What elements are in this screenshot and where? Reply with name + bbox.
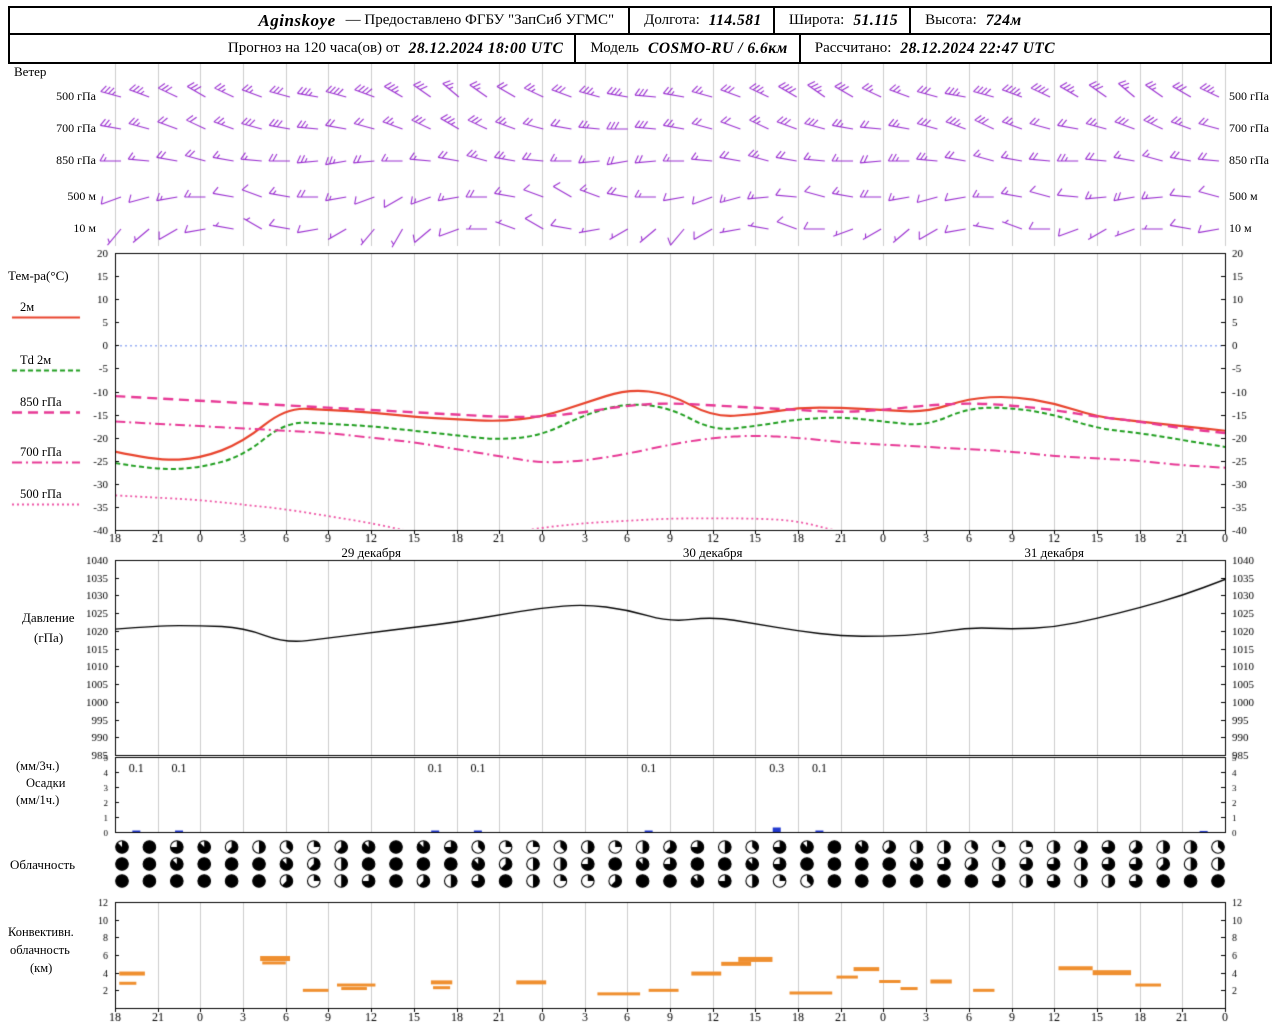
precip-unit-1h-label: (мм/1ч.) xyxy=(16,793,60,807)
convective-title-2: облачность xyxy=(10,943,70,957)
model-label: Модель xyxy=(590,40,639,56)
wind-level-label-left: 500 гПа xyxy=(56,89,96,103)
calc-label: Рассчитано: xyxy=(814,40,892,56)
separator xyxy=(909,7,912,34)
date-label: 30 декабря xyxy=(682,545,743,560)
header-row-1: Aginskoye — Предоставлено ФГБУ "ЗапСиб У… xyxy=(10,7,1270,35)
altitude-label: Высота: xyxy=(925,12,977,28)
separator xyxy=(798,35,801,62)
wind-level-label-right: 10 м xyxy=(1229,221,1252,235)
precip-title: Осадки xyxy=(26,776,66,790)
wind-level-label-right: 500 гПа xyxy=(1229,89,1269,103)
latitude-label: Широта: xyxy=(788,12,845,28)
latitude-value: 51.115 xyxy=(853,11,899,29)
forecast-prefix: Прогноз на 120 часа(ов) от xyxy=(227,40,400,56)
pressure-unit-label: (гПа) xyxy=(34,630,64,645)
temp-legend-label-1: 2м xyxy=(20,300,35,314)
wind-level-label-right: 700 гПа xyxy=(1229,121,1269,135)
header-row-2: Прогноз на 120 часа(ов) от 28.12.2024 18… xyxy=(10,35,1270,62)
convective-title-1: Конвективн. xyxy=(8,925,74,939)
temp-legend-label-4: 700 гПа xyxy=(20,445,62,459)
temp-legend-label-3: 850 гПа xyxy=(20,395,62,409)
convective-unit-label: (км) xyxy=(30,961,53,975)
temp-panel-title: Тем-ра(°C) xyxy=(8,268,69,283)
longitude-label: Долгота: xyxy=(644,12,700,28)
wind-panel-title: Ветер xyxy=(14,64,47,79)
wind-level-label-left: 10 м xyxy=(73,221,96,235)
precip-unit-3h-label: (мм/3ч.) xyxy=(16,759,60,773)
wind-level-label-left: 850 гПа xyxy=(56,153,96,167)
calc-time: 28.12.2024 22:47 UTC xyxy=(900,39,1056,57)
header: Aginskoye — Предоставлено ФГБУ "ЗапСиб У… xyxy=(8,6,1272,64)
forecast-run-time: 28.12.2024 18:00 UTC xyxy=(408,39,564,57)
wind-level-label-right: 500 м xyxy=(1229,189,1258,203)
longitude-value: 114.581 xyxy=(708,11,762,29)
separator xyxy=(628,7,631,34)
model-value: COSMO-RU / 6.6км xyxy=(648,39,788,57)
temp-legend-label-2: Td 2м xyxy=(20,353,52,367)
temp-legend-label-5: 500 гПа xyxy=(20,487,62,501)
altitude-value: 724м xyxy=(985,11,1022,29)
pressure-title: Давление xyxy=(22,610,75,625)
date-label: 29 декабря xyxy=(341,545,401,560)
wind-level-label-left: 500 м xyxy=(67,189,96,203)
station-name: Aginskoye xyxy=(258,10,336,30)
provider-text: — Предоставлено ФГБУ "ЗапСиб УГМС" xyxy=(345,12,615,28)
date-label: 31 декабря xyxy=(1024,545,1085,560)
wind-level-label-right: 850 гПа xyxy=(1229,153,1269,167)
separator xyxy=(772,7,775,34)
wind-level-label-left: 700 гПа xyxy=(56,121,96,135)
cloudiness-title: Облачность xyxy=(10,857,76,872)
separator xyxy=(574,35,577,62)
